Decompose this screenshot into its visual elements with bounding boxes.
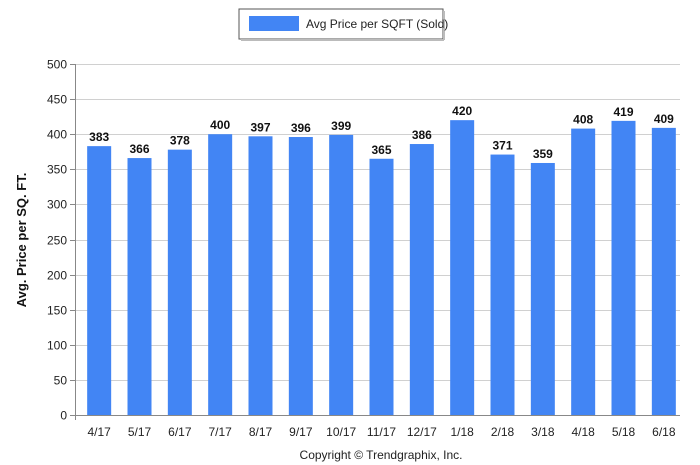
- bar: [490, 154, 515, 416]
- bar: [651, 127, 676, 415]
- x-tick-label: 2/18: [491, 425, 515, 439]
- bar: [208, 134, 233, 415]
- x-tick-label: 5/17: [128, 425, 152, 439]
- x-tick-label: 11/17: [367, 425, 396, 439]
- data-label: 420: [452, 104, 472, 118]
- y-tick-label: 500: [47, 58, 67, 72]
- bar: [611, 120, 636, 415]
- legend-label: Avg Price per SQFT (Sold): [306, 17, 448, 31]
- bar: [450, 120, 475, 415]
- copyright-text: Copyright © Trendgraphix, Inc.: [300, 448, 463, 462]
- y-tick-label: 350: [47, 163, 67, 177]
- x-tick-label: 9/17: [289, 425, 313, 439]
- x-tick-label: 6/17: [168, 425, 192, 439]
- data-label: 386: [412, 128, 432, 142]
- legend-swatch: [249, 16, 299, 31]
- y-tick-label: 50: [54, 374, 68, 388]
- x-tick-label: 8/17: [249, 425, 273, 439]
- data-label: 409: [654, 112, 674, 126]
- x-tick-label: 4/18: [571, 425, 595, 439]
- bars: [87, 120, 676, 416]
- data-label: 359: [533, 147, 553, 161]
- y-tick-label: 0: [60, 409, 67, 423]
- data-label: 371: [492, 139, 512, 153]
- y-tick-labels: 0 50 100 150 200 250 300 350 400 450 500: [47, 58, 67, 423]
- y-tick-label: 250: [47, 234, 67, 248]
- bar: [87, 146, 112, 415]
- x-tick-label: 1/18: [450, 425, 474, 439]
- x-tick-label: 12/17: [407, 425, 437, 439]
- y-tick-label: 300: [47, 198, 67, 212]
- x-tick-labels: 4/17 5/17 6/17 7/17 8/17 9/17 10/17 11/17 12/17 1…: [87, 425, 675, 439]
- bar: [530, 162, 555, 415]
- y-tick-label: 150: [47, 304, 67, 318]
- bar: [288, 137, 313, 415]
- data-label: 397: [250, 120, 270, 134]
- x-tick-label: 5/18: [612, 425, 636, 439]
- data-label: 378: [170, 134, 190, 148]
- data-label: 366: [129, 142, 149, 156]
- y-tick-label: 400: [47, 128, 67, 142]
- y-tick-label: 450: [47, 93, 67, 107]
- y-axis-title: Avg. Price per SQ. FT.: [14, 173, 29, 308]
- bar: [571, 128, 596, 416]
- data-label: 383: [89, 130, 109, 144]
- data-label: 399: [331, 119, 351, 133]
- bar: [127, 158, 152, 415]
- data-label: 419: [613, 105, 633, 119]
- bar: [248, 136, 273, 415]
- x-tick-label: 6/18: [652, 425, 676, 439]
- data-label: 396: [291, 121, 311, 135]
- y-tick-label: 100: [47, 339, 67, 353]
- data-label: 365: [371, 143, 391, 157]
- legend: Avg Price per SQFT (Sold): [238, 8, 448, 41]
- data-label: 400: [210, 118, 230, 132]
- bar: [369, 158, 394, 415]
- bar: [409, 144, 434, 415]
- y-tick-label: 200: [47, 269, 67, 283]
- x-tick-label: 4/17: [87, 425, 111, 439]
- x-tick-label: 3/18: [531, 425, 555, 439]
- x-tick-label: 7/17: [208, 425, 232, 439]
- bar: [167, 149, 192, 416]
- data-label: 408: [573, 113, 593, 127]
- x-tick-label: 10/17: [326, 425, 356, 439]
- data-labels: 383 366 378 400 397 396 399 365 386 420 371 359 408 4…: [89, 104, 674, 161]
- bar: [329, 134, 354, 416]
